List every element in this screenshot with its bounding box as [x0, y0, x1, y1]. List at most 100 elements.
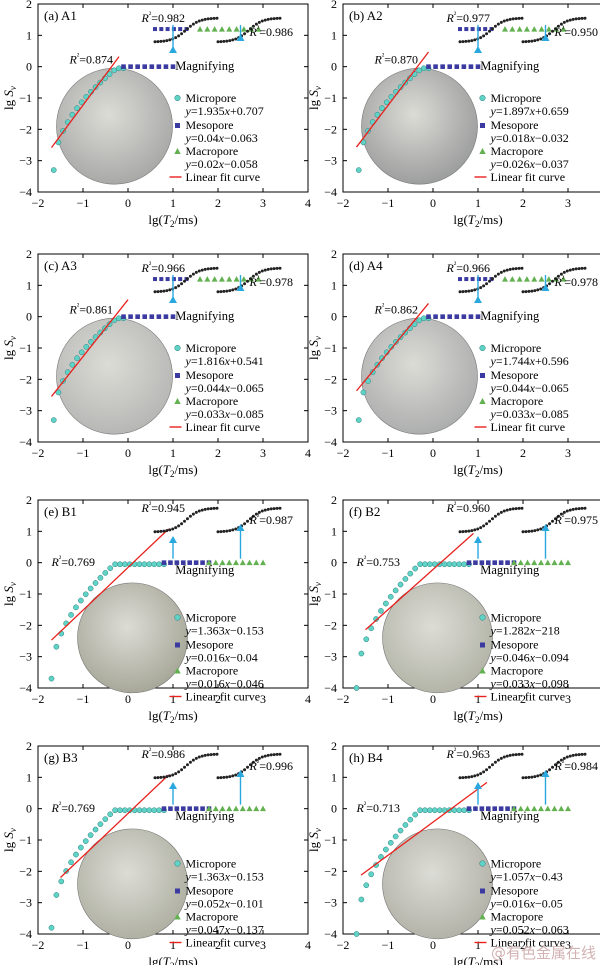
- macropore-zoom-curve: [568, 508, 572, 512]
- macropore-zoom-curve: [539, 773, 543, 777]
- mesopore-zoom-curve: [183, 765, 187, 769]
- micropore-point: [363, 636, 370, 643]
- legend-micro-label: Micropore: [491, 857, 542, 871]
- micropore-point: [102, 816, 109, 822]
- legend-micro-equation: y=1.816x+0.541: [185, 354, 264, 368]
- linear-fit-line: [355, 303, 430, 392]
- micropore-point: [355, 417, 362, 423]
- macropore-zoom-curve: [583, 16, 587, 20]
- mesopore-point: [135, 314, 140, 319]
- mesopore-zoom-curve: [215, 506, 219, 510]
- y-tick-label: −3: [19, 650, 32, 664]
- legend-meso-label: Mesopore: [186, 638, 234, 652]
- x-axis-label: lg(T2/ms): [148, 212, 197, 229]
- micropore-point: [92, 826, 99, 833]
- mesopore-zoom-curve: [490, 517, 494, 521]
- mesopore-point: [447, 64, 453, 69]
- macropore-zoom-curve: [521, 40, 525, 44]
- legend-micro-symbol: [174, 614, 181, 621]
- mesopore-point: [475, 314, 481, 319]
- panel-b2: −2 −1 0 1 2 3 4 −4 −3 −2 −1 0 1 2 lg(T2/ms) lg Sv (f) B2…: [306, 493, 600, 725]
- macropore-zoom-curve: [574, 507, 578, 511]
- legend-micro-symbol: [174, 860, 181, 867]
- micropore-point: [107, 811, 114, 818]
- micropore-point: [392, 587, 399, 594]
- macropore-zoom-curve: [539, 527, 543, 531]
- macropore-zoom-curve: [524, 290, 528, 294]
- mesopore-zoom-curve: [517, 752, 521, 756]
- mesopore-zoom-curve: [493, 24, 497, 28]
- macropore-zoom-curve: [536, 774, 540, 778]
- x-tick-label: 1: [475, 692, 481, 706]
- macropore-point: [524, 559, 531, 566]
- macropore-point: [197, 276, 203, 282]
- micropore-point: [427, 807, 433, 814]
- panel-label: (h) B4: [349, 750, 383, 765]
- legend-meso-symbol: [480, 888, 485, 894]
- macropore-zoom-curve: [243, 32, 247, 36]
- macropore-zoom-curve: [275, 752, 279, 756]
- macropore-zoom-curve: [539, 287, 543, 291]
- macropore-zoom-curve: [231, 528, 235, 532]
- legend-macro-label: Macropore: [491, 394, 544, 408]
- macropore-point: [197, 26, 203, 32]
- y-tick-label: 1: [331, 278, 337, 292]
- macropore-point: [509, 276, 516, 282]
- linear-fit-line: [50, 56, 120, 148]
- mesopore-zoom-curve: [206, 17, 210, 21]
- mesopore-zoom-point: [153, 277, 157, 282]
- mesopore-zoom-curve: [511, 17, 515, 21]
- macropore-zoom-curve: [269, 753, 273, 757]
- macropore-zoom-curve: [562, 270, 566, 274]
- macropore-point: [240, 26, 247, 32]
- mesopore-zoom-curve: [461, 290, 465, 294]
- mesopore-zoom-point: [458, 27, 462, 32]
- x-axis-label: lg(T2/ms): [453, 462, 502, 479]
- mesopore-point: [461, 314, 467, 319]
- y-axis-label: lg Sv: [1, 336, 18, 360]
- mesopore-zoom-curve: [473, 38, 477, 42]
- micropore-point: [373, 616, 379, 622]
- mesopore-zoom-point: [476, 27, 481, 32]
- mesopore-point: [200, 806, 205, 811]
- micropore-point: [87, 585, 94, 592]
- mesopore-zoom-curve: [188, 274, 192, 278]
- macropore-zoom-curve: [254, 22, 258, 26]
- macropore-zoom-curve: [559, 758, 563, 762]
- r2-macro-label: R²=0.996: [249, 758, 294, 773]
- macropore-point: [551, 805, 558, 812]
- legend-meso-symbol: [175, 642, 180, 648]
- micropore-point: [412, 565, 419, 572]
- macropore-zoom-curve: [266, 753, 270, 757]
- x-tick-label: −1: [382, 446, 395, 460]
- y-tick-label: −4: [19, 435, 32, 449]
- y-tick-label: 0: [331, 556, 337, 570]
- y-tick-label: 2: [331, 739, 337, 753]
- x-tick-label: −2: [32, 196, 45, 210]
- legend-macro-equation: y=0.033x−0.098: [490, 677, 569, 691]
- macropore-zoom-curve: [562, 20, 566, 24]
- mesopore-zoom-curve: [191, 758, 195, 762]
- legend-micro-equation: y=1.935x+0.707: [185, 104, 264, 118]
- mesopore-point: [161, 560, 167, 565]
- macropore-point: [226, 276, 233, 282]
- macropore-zoom-curve: [551, 765, 555, 769]
- micropore-point: [456, 807, 463, 814]
- macropore-zoom-curve: [216, 40, 220, 44]
- macropore-zoom-curve: [243, 282, 247, 286]
- y-tick-label: −2: [324, 618, 337, 632]
- legend-micro-symbol: [479, 94, 486, 102]
- micropore-point: [122, 807, 128, 814]
- y-tick-label: 0: [26, 556, 32, 570]
- legend-macro-label: Macropore: [186, 910, 239, 924]
- macropore-zoom-curve: [257, 510, 261, 514]
- mesopore-zoom-curve: [177, 34, 181, 38]
- macropore-zoom-curve: [548, 522, 552, 526]
- legend-fit-label: Linear fit curve: [491, 420, 566, 434]
- x-tick-label: 3: [260, 692, 266, 706]
- mesopore-zoom-curve: [185, 27, 189, 31]
- x-tick-label: 2: [520, 196, 526, 210]
- macropore-point: [511, 559, 517, 566]
- micropore-point: [379, 105, 385, 112]
- mesopore-point: [466, 560, 472, 565]
